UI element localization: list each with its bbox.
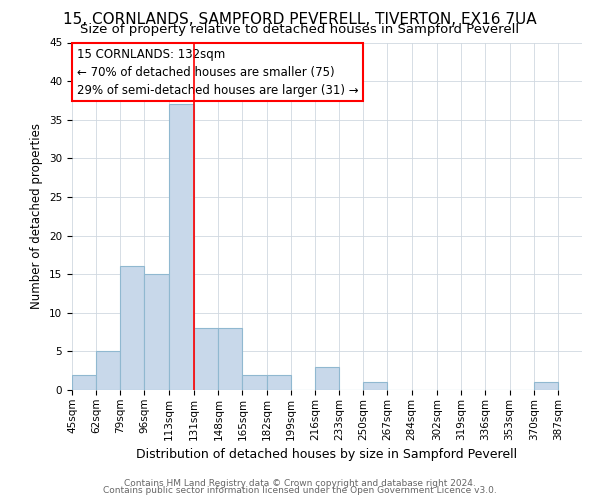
Bar: [194, 328, 218, 390]
Bar: [72, 374, 96, 390]
Bar: [145, 274, 169, 390]
Text: Contains public sector information licensed under the Open Government Licence v3: Contains public sector information licen…: [103, 486, 497, 495]
Bar: [169, 104, 194, 390]
Bar: [363, 382, 388, 390]
Text: Size of property relative to detached houses in Sampford Peverell: Size of property relative to detached ho…: [80, 22, 520, 36]
Bar: [242, 374, 266, 390]
Bar: [121, 266, 145, 390]
Text: 15 CORNLANDS: 132sqm
← 70% of detached houses are smaller (75)
29% of semi-detac: 15 CORNLANDS: 132sqm ← 70% of detached h…: [77, 48, 359, 96]
Bar: [266, 374, 291, 390]
Y-axis label: Number of detached properties: Number of detached properties: [31, 123, 43, 309]
Text: Contains HM Land Registry data © Crown copyright and database right 2024.: Contains HM Land Registry data © Crown c…: [124, 478, 476, 488]
Bar: [96, 352, 121, 390]
Bar: [218, 328, 242, 390]
Text: 15, CORNLANDS, SAMPFORD PEVERELL, TIVERTON, EX16 7UA: 15, CORNLANDS, SAMPFORD PEVERELL, TIVERT…: [63, 12, 537, 28]
Bar: [533, 382, 558, 390]
Bar: [315, 367, 339, 390]
X-axis label: Distribution of detached houses by size in Sampford Peverell: Distribution of detached houses by size …: [136, 448, 518, 461]
